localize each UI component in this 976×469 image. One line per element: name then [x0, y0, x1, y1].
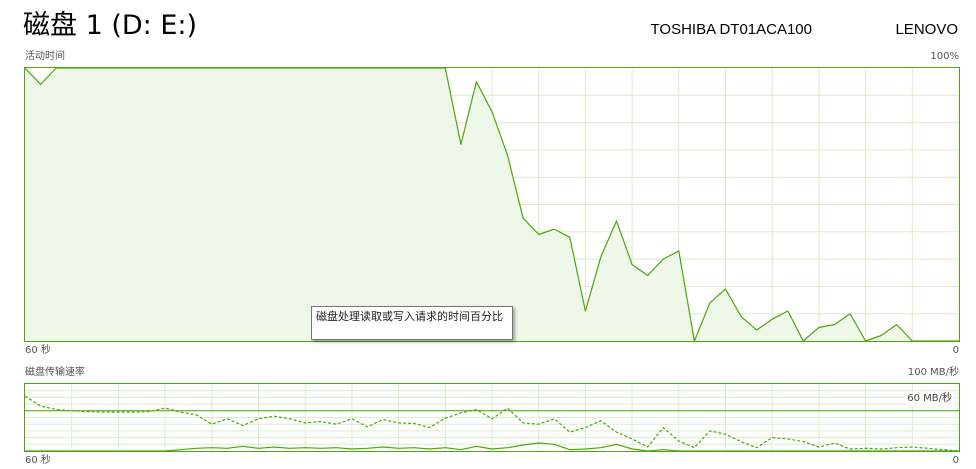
transfer-reference-label: 60 MB/秒 [905, 393, 954, 405]
disk-model: TOSHIBA DT01ACA100 [650, 21, 812, 38]
activity-chart-label: 活动时间 [25, 51, 65, 62]
transfer-rate-chart[interactable] [24, 383, 960, 452]
transfer-max-label: 100 MB/秒 [907, 367, 959, 378]
chart-border [24, 383, 960, 452]
series-line-read [24, 395, 960, 452]
activity-max-label: 100% [930, 51, 959, 62]
disk-title: 磁盘 1 (D: E:) [23, 10, 198, 41]
transfer-min-label: 0 [952, 455, 959, 466]
transfer-chart-label: 磁盘传输速率 [25, 367, 85, 378]
chart-border [24, 67, 960, 342]
activity-tooltip: 磁盘处理读取或写入请求的时间百分比 [311, 306, 513, 340]
activity-time-chart[interactable] [24, 67, 960, 342]
activity-time-span-label: 60 秒 [25, 345, 51, 356]
activity-min-label: 0 [952, 345, 959, 356]
series-area-fill [25, 68, 959, 341]
disk-vendor: LENOVO [895, 21, 958, 38]
transfer-time-span-label: 60 秒 [25, 455, 51, 466]
